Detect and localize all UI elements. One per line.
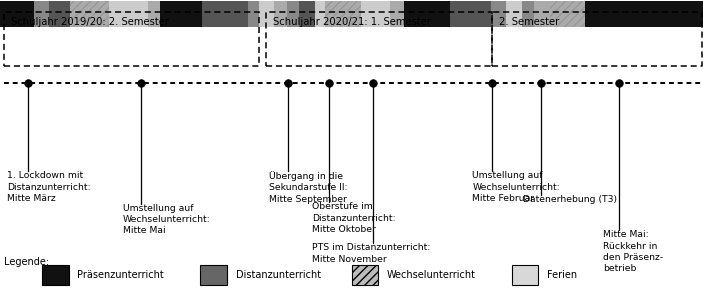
Bar <box>148 1 160 27</box>
Bar <box>34 1 49 27</box>
Text: Schuljahr 2020/21: 1. Semester: Schuljahr 2020/21: 1. Semester <box>273 17 431 27</box>
Text: PTS im Distanzunterricht:
Mitte November: PTS im Distanzunterricht: Mitte November <box>312 243 430 264</box>
Bar <box>0 1 703 27</box>
Bar <box>522 1 534 27</box>
Bar <box>299 1 315 27</box>
Bar <box>325 1 361 27</box>
Text: Legende:: Legende: <box>4 257 49 267</box>
Bar <box>450 1 491 27</box>
Bar <box>248 1 259 27</box>
Text: Ferien: Ferien <box>547 270 577 280</box>
Text: Distanzunterricht: Distanzunterricht <box>236 270 321 280</box>
Bar <box>491 1 506 27</box>
Bar <box>404 1 450 27</box>
Text: 2. Semester: 2. Semester <box>499 17 560 27</box>
Text: Präsenzunterricht: Präsenzunterricht <box>77 270 164 280</box>
Bar <box>534 1 550 27</box>
Bar <box>274 1 287 27</box>
Bar <box>70 1 109 27</box>
Bar <box>506 1 522 27</box>
Bar <box>42 265 69 285</box>
Bar <box>259 1 274 27</box>
Text: 1. Lockdown mit
Distanzunterricht:
Mitte März: 1. Lockdown mit Distanzunterricht: Mitte… <box>7 171 91 203</box>
Bar <box>390 1 404 27</box>
Bar <box>49 1 70 27</box>
Bar <box>585 1 703 27</box>
Bar <box>361 1 390 27</box>
Bar <box>287 1 299 27</box>
Bar <box>202 1 248 27</box>
Bar <box>315 1 325 27</box>
Bar <box>512 265 538 285</box>
Text: Wechselunterricht: Wechselunterricht <box>387 270 476 280</box>
Bar <box>200 265 227 285</box>
Bar <box>352 265 378 285</box>
Text: Übergang in die
Sekundarstufe II:
Mitte September: Übergang in die Sekundarstufe II: Mitte … <box>269 171 348 204</box>
Bar <box>550 1 585 27</box>
Text: Umstellung auf
Wechselunterricht:
Mitte Februar: Umstellung auf Wechselunterricht: Mitte … <box>472 171 560 203</box>
Text: Mitte Mai:
Rückkehr in
den Präsenz-
betrieb: Mitte Mai: Rückkehr in den Präsenz- betr… <box>603 230 664 273</box>
Bar <box>160 1 202 27</box>
Text: Umstellung auf
Wechselunterricht:
Mitte Mai: Umstellung auf Wechselunterricht: Mitte … <box>123 204 211 235</box>
Bar <box>109 1 148 27</box>
Text: Schuljahr 2019/20: 2. Semester: Schuljahr 2019/20: 2. Semester <box>11 17 169 27</box>
Text: Oberstufe im
Distanzunterricht:
Mitte Oktober: Oberstufe im Distanzunterricht: Mitte Ok… <box>312 202 396 234</box>
Bar <box>0 1 34 27</box>
Text: Datenerhebung (T3): Datenerhebung (T3) <box>523 195 617 204</box>
